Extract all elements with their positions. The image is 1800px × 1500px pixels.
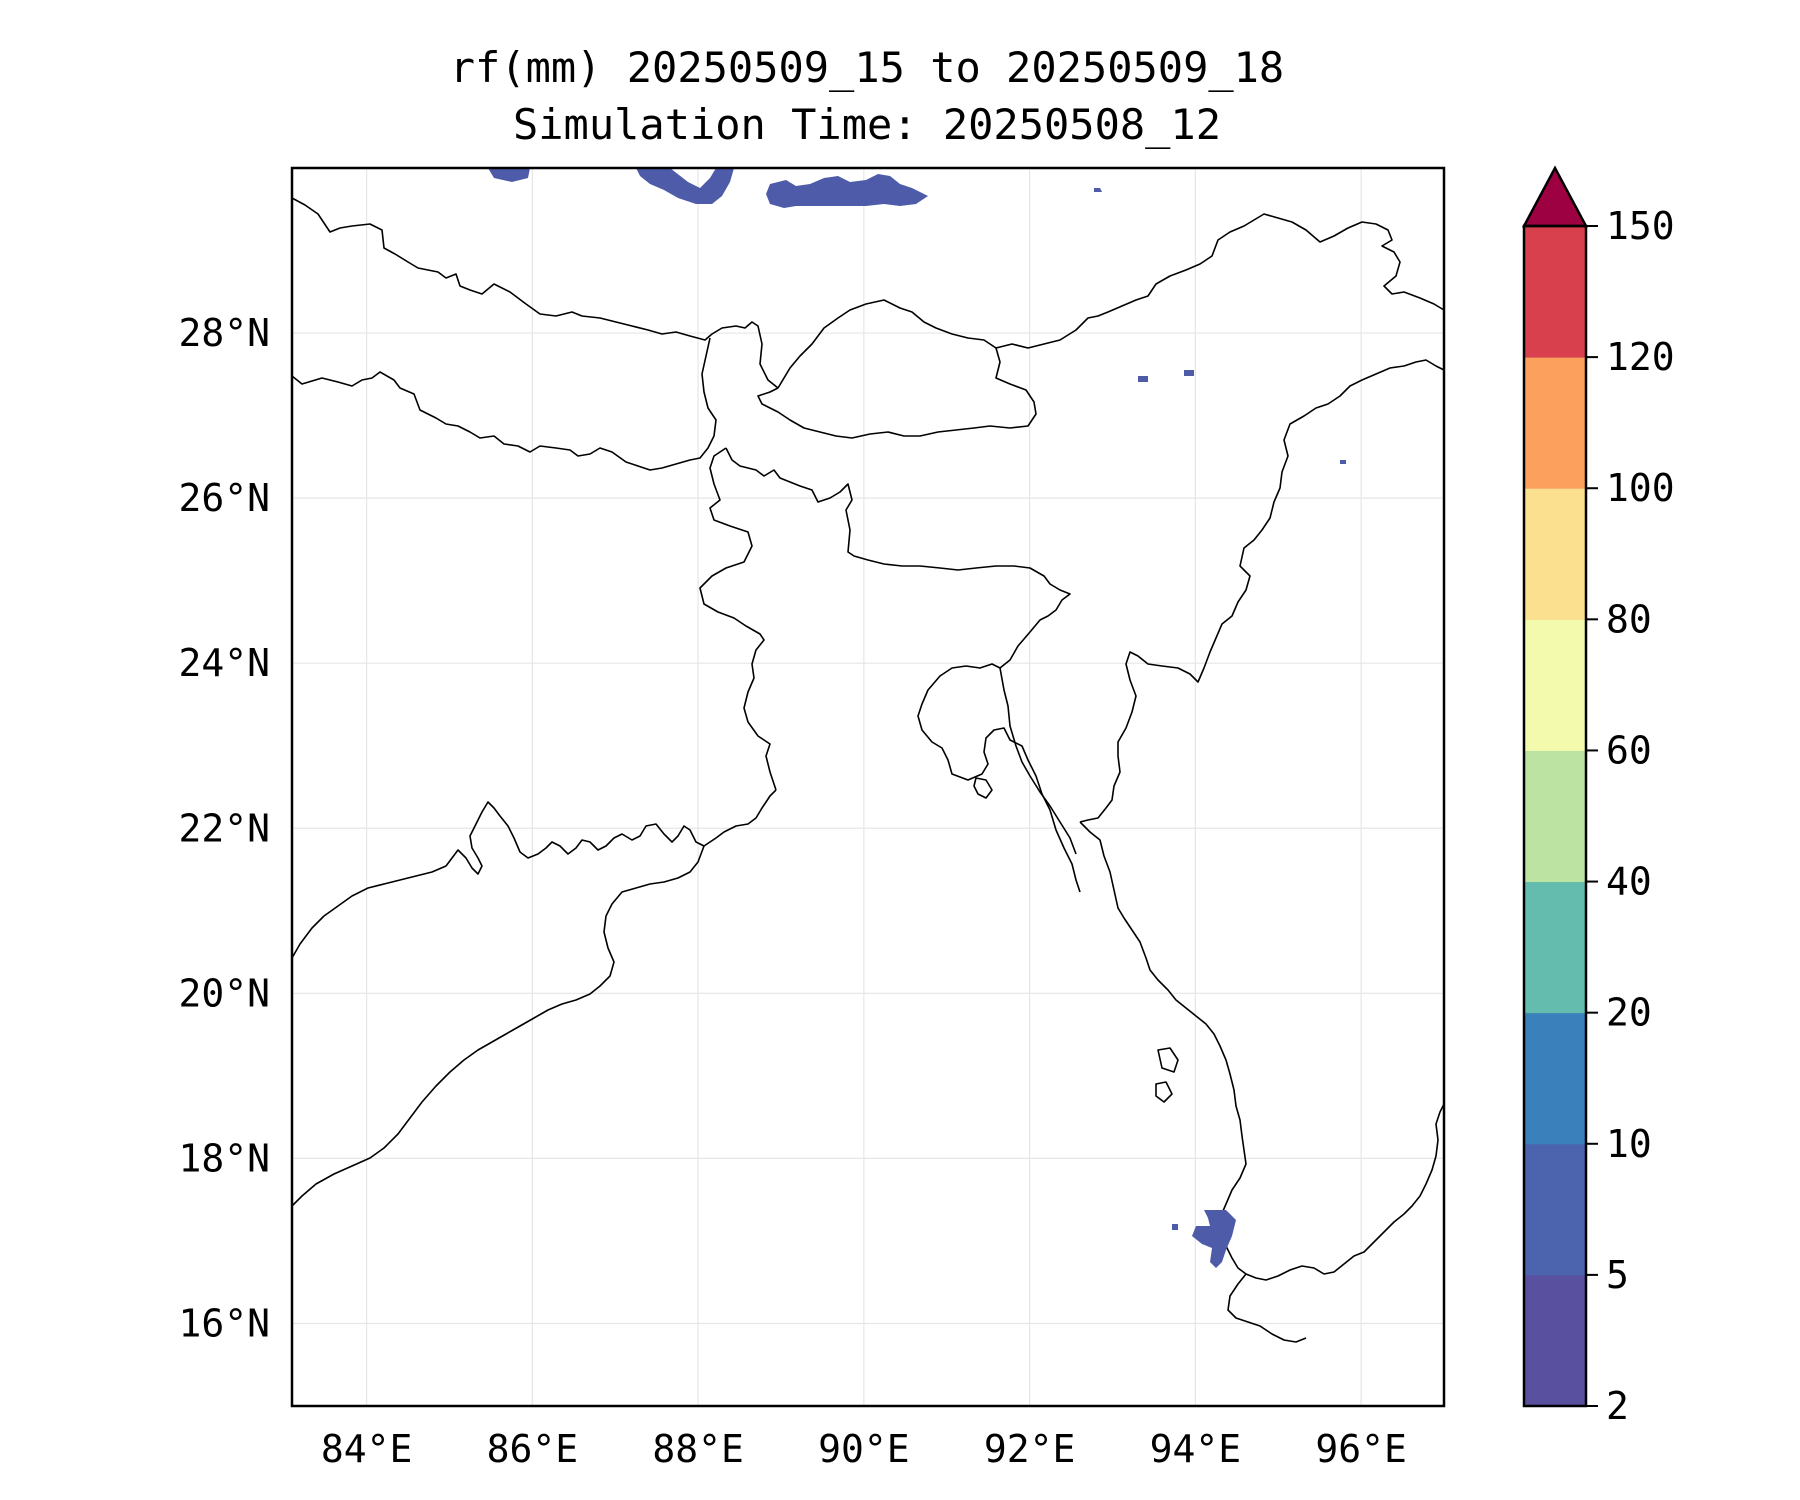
x-axis-ticks: 84°E 86°E 88°E 90°E 92°E 94°E 96°E bbox=[321, 1427, 1407, 1471]
colorbar-segment bbox=[1524, 881, 1586, 1014]
map-frame bbox=[290, 166, 1446, 1408]
coast-chittagong bbox=[1079, 821, 1247, 1219]
coast-india-west-bengal bbox=[291, 845, 705, 1207]
rain-patch-myanmar-coast bbox=[1192, 1210, 1236, 1268]
title-line-2: Simulation Time: 20250508_12 bbox=[513, 100, 1221, 149]
colorbar-segment bbox=[1524, 1274, 1586, 1407]
colorbar-segment bbox=[1524, 1143, 1586, 1276]
coast-irrawaddy-delta bbox=[1227, 1273, 1307, 1343]
rain-patch-arunachal-1 bbox=[1138, 376, 1148, 382]
colorbar-label: 5 bbox=[1606, 1253, 1629, 1297]
colorbar-segment bbox=[1524, 750, 1586, 883]
colorbar-label: 20 bbox=[1606, 991, 1652, 1035]
rain-patch-small bbox=[1172, 1224, 1178, 1230]
colorbar-segment bbox=[1524, 357, 1586, 489]
x-tick-label: 94°E bbox=[1150, 1427, 1242, 1471]
y-tick-label: 18°N bbox=[178, 1136, 270, 1180]
x-tick-label: 84°E bbox=[321, 1427, 413, 1471]
map-background bbox=[292, 168, 1444, 1406]
island-ramree bbox=[1157, 1047, 1179, 1073]
colorbar-extend-max bbox=[1521, 165, 1589, 228]
colorbar-label: 120 bbox=[1606, 335, 1675, 379]
island-bhola bbox=[973, 777, 993, 799]
x-tick-label: 96°E bbox=[1315, 1427, 1407, 1471]
colorbar-segment bbox=[1524, 488, 1586, 620]
colorbar-label: 100 bbox=[1606, 466, 1675, 510]
x-tick-label: 90°E bbox=[818, 1427, 910, 1471]
colorbar-label: 60 bbox=[1606, 728, 1652, 772]
rain-patch-north-1 bbox=[488, 168, 530, 182]
colorbar-segment bbox=[1524, 1012, 1586, 1145]
colorbar-frame bbox=[1522, 224, 1588, 1408]
rain-patch-north-3 bbox=[766, 174, 928, 208]
rain-patch-arunachal-2 bbox=[1184, 370, 1194, 376]
colorbar-segment bbox=[1524, 619, 1586, 751]
y-tick-label: 16°N bbox=[178, 1301, 270, 1345]
colorbar-label: 2 bbox=[1606, 1384, 1629, 1428]
rain-patch-assam bbox=[1340, 460, 1346, 464]
border-bangladesh-west bbox=[699, 447, 777, 791]
colorbar: 2 5 10 20 40 60 80 100 120 150 bbox=[1521, 165, 1675, 1428]
colorbar-segment bbox=[1524, 226, 1586, 358]
coast-myanmar-south bbox=[1219, 1103, 1445, 1281]
rain-patch-north-2 bbox=[636, 168, 734, 204]
coastlines-borders bbox=[291, 197, 1445, 1343]
x-tick-label: 86°E bbox=[487, 1427, 579, 1471]
rainfall-patches bbox=[488, 168, 1346, 1268]
y-tick-label: 26°N bbox=[178, 476, 270, 520]
y-tick-label: 22°N bbox=[178, 806, 270, 850]
map-axes: 84°E 86°E 88°E 90°E 92°E 94°E 96°E 16°N 18°N 20°… bbox=[178, 166, 1446, 1471]
x-tick-label: 88°E bbox=[652, 1427, 744, 1471]
y-tick-label: 20°N bbox=[178, 971, 270, 1015]
border-assam-myanmar bbox=[1079, 359, 1445, 823]
colorbar-label: 10 bbox=[1606, 1122, 1652, 1166]
colorbar-label: 80 bbox=[1606, 597, 1652, 641]
island-cheduba bbox=[1155, 1081, 1173, 1103]
border-bangladesh-india bbox=[725, 447, 1071, 669]
y-axis-ticks: 16°N 18°N 20°N 22°N 24°N 26°N 28°N bbox=[178, 311, 270, 1345]
gridlines bbox=[292, 168, 1444, 1406]
border-bhutan bbox=[757, 299, 1037, 439]
coast-rakhine bbox=[999, 667, 1077, 855]
coast-sundarbans bbox=[445, 789, 777, 875]
coast-india-east bbox=[291, 865, 447, 959]
x-tick-label: 92°E bbox=[984, 1427, 1076, 1471]
y-tick-label: 24°N bbox=[178, 641, 270, 685]
border-nepal-north bbox=[291, 197, 779, 389]
border-arunachal-north bbox=[995, 213, 1445, 349]
y-tick-label: 28°N bbox=[178, 311, 270, 355]
rain-patch-north-4 bbox=[1094, 188, 1102, 192]
border-bangladesh-east bbox=[917, 663, 1081, 893]
colorbar-label: 150 bbox=[1606, 204, 1675, 248]
colorbar-label: 40 bbox=[1606, 860, 1652, 904]
title-line-1: rf(mm) 20250509_15 to 20250509_18 bbox=[450, 43, 1284, 92]
border-nepal-south bbox=[291, 337, 717, 471]
